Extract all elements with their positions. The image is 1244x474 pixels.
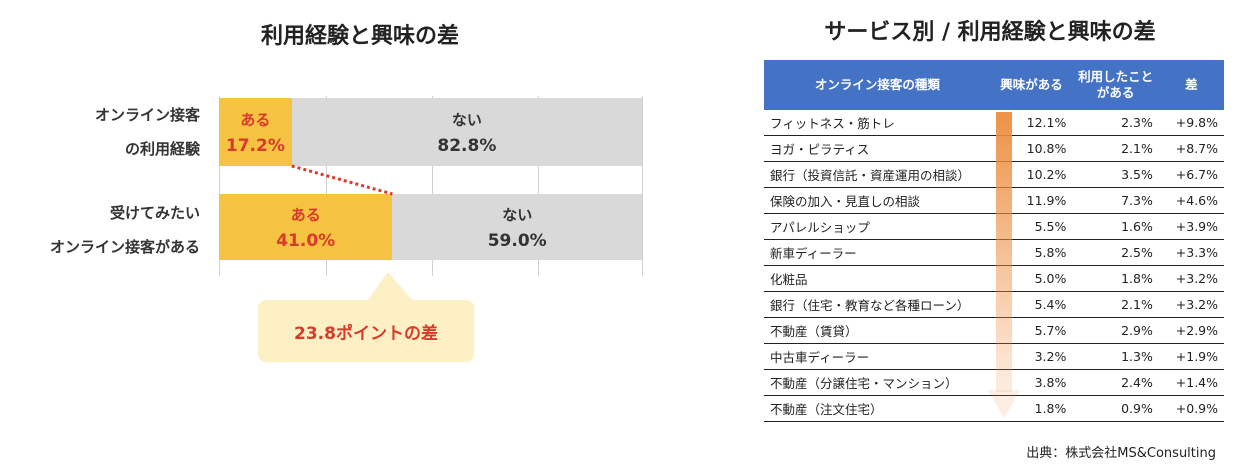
bar-yes-label: ある bbox=[290, 205, 321, 224]
cell-used: 2.3% bbox=[1072, 110, 1159, 136]
cell-difference: +9.8% bbox=[1158, 110, 1224, 136]
cell-service-name: アパレルショップ bbox=[764, 213, 991, 240]
cell-difference: +3.9% bbox=[1158, 213, 1224, 240]
bar-yes-label: ある bbox=[240, 110, 271, 129]
table-row: 銀行（住宅・教育など各種ローン） 5.4% 2.1% +3.2% bbox=[764, 291, 1224, 318]
cell-used: 1.8% bbox=[1072, 265, 1159, 292]
cell-used: 2.5% bbox=[1072, 239, 1159, 266]
cell-service-name: 不動産（分譲住宅・マンション） bbox=[764, 369, 991, 396]
table-row: ヨガ・ピラティス 10.8% 2.1% +8.7% bbox=[764, 135, 1224, 162]
row-label-line1: オンライン接客 bbox=[94, 106, 200, 124]
bar-yes-value: 41.0% bbox=[276, 230, 336, 251]
cell-used: 1.6% bbox=[1072, 213, 1159, 240]
header-interested: 興味がある bbox=[990, 60, 1073, 110]
callout-tail bbox=[368, 272, 412, 300]
table-row: 中古車ディーラー 3.2% 1.3% +1.9% bbox=[764, 343, 1224, 370]
bar-yes-segment: ある 17.2% bbox=[219, 98, 292, 166]
cell-difference: +0.9% bbox=[1158, 395, 1224, 422]
bar-no-value: 59.0% bbox=[487, 230, 547, 251]
cell-used: 7.3% bbox=[1072, 187, 1159, 214]
cell-service-name: 銀行（住宅・教育など各種ローン） bbox=[764, 291, 991, 318]
cell-difference: +2.9% bbox=[1158, 317, 1224, 344]
cell-service-name: 不動産（賃貸） bbox=[764, 317, 991, 344]
cell-difference: +1.4% bbox=[1158, 369, 1224, 396]
grid-line bbox=[219, 96, 220, 276]
header-difference: 差 bbox=[1158, 60, 1224, 110]
bar-yes-segment: ある 41.0% bbox=[219, 194, 393, 260]
header-used: 利用したことがある bbox=[1072, 60, 1159, 110]
cell-service-name: 新車ディーラー bbox=[764, 239, 991, 266]
cell-difference: +8.7% bbox=[1158, 135, 1224, 162]
cell-service-name: ヨガ・ピラティス bbox=[764, 135, 991, 162]
cell-difference: +3.2% bbox=[1158, 265, 1224, 292]
row-label-line2: オンライン接客がある bbox=[49, 238, 200, 256]
right-table-title: サービス別 / 利用経験と興味の差 bbox=[824, 20, 1156, 45]
cell-difference: +4.6% bbox=[1158, 187, 1224, 214]
table-row: 新車ディーラー 5.8% 2.5% +3.3% bbox=[764, 239, 1224, 266]
left-chart-title: 利用経験と興味の差 bbox=[260, 24, 459, 49]
cell-used: 2.9% bbox=[1072, 317, 1159, 344]
bar-no-label: ない bbox=[451, 110, 482, 129]
cell-used: 1.3% bbox=[1072, 343, 1159, 370]
cell-used: 0.9% bbox=[1072, 395, 1159, 422]
cell-difference: +3.3% bbox=[1158, 239, 1224, 266]
table-row: 不動産（賃貸） 5.7% 2.9% +2.9% bbox=[764, 317, 1224, 344]
bar-yes-value: 17.2% bbox=[225, 135, 285, 156]
descending-arrow-icon bbox=[988, 112, 1020, 418]
bar-no-segment: ない 82.8% bbox=[291, 98, 642, 166]
difference-callout: 23.8ポイントの差 bbox=[258, 300, 474, 362]
bar-no-segment: ない 59.0% bbox=[392, 194, 642, 260]
bar-no-value: 82.8% bbox=[437, 135, 497, 156]
header-service-type: オンライン接客の種類 bbox=[764, 60, 991, 110]
cell-used: 2.4% bbox=[1072, 369, 1159, 396]
cell-used: 3.5% bbox=[1072, 161, 1159, 188]
cell-service-name: 銀行（投資信託・資産運用の相談） bbox=[764, 161, 991, 188]
difference-connector-line bbox=[291, 164, 393, 196]
cell-service-name: フィットネス・筋トレ bbox=[764, 110, 991, 136]
cell-used: 2.1% bbox=[1072, 135, 1159, 162]
table-row: 不動産（分譲住宅・マンション） 3.8% 2.4% +1.4% bbox=[764, 369, 1224, 396]
cell-difference: +3.2% bbox=[1158, 291, 1224, 318]
table-header-row: オンライン接客の種類 興味がある 利用したことがある 差 bbox=[764, 60, 1224, 110]
cell-difference: +1.9% bbox=[1158, 343, 1224, 370]
cell-service-name: 保険の加入・見直しの相談 bbox=[764, 187, 991, 214]
grid-line bbox=[538, 96, 539, 276]
cell-service-name: 不動産（注文住宅） bbox=[764, 395, 991, 422]
cell-difference: +6.7% bbox=[1158, 161, 1224, 188]
cell-interested: 1.8% bbox=[990, 395, 1073, 422]
cell-service-name: 中古車ディーラー bbox=[764, 343, 991, 370]
cell-used: 2.1% bbox=[1072, 291, 1159, 318]
row-label-line2: の利用経験 bbox=[124, 140, 200, 158]
bar-no-label: ない bbox=[502, 205, 533, 224]
grid-line bbox=[432, 96, 433, 276]
grid-line bbox=[642, 96, 643, 276]
table-row: 不動産（注文住宅） 1.8% 0.9% +0.9% bbox=[764, 395, 1224, 422]
cell-service-name: 化粧品 bbox=[764, 265, 991, 292]
row-label-line1: 受けてみたい bbox=[109, 204, 200, 222]
source-note: 出典：株式会社MS&Consulting bbox=[1026, 446, 1216, 461]
